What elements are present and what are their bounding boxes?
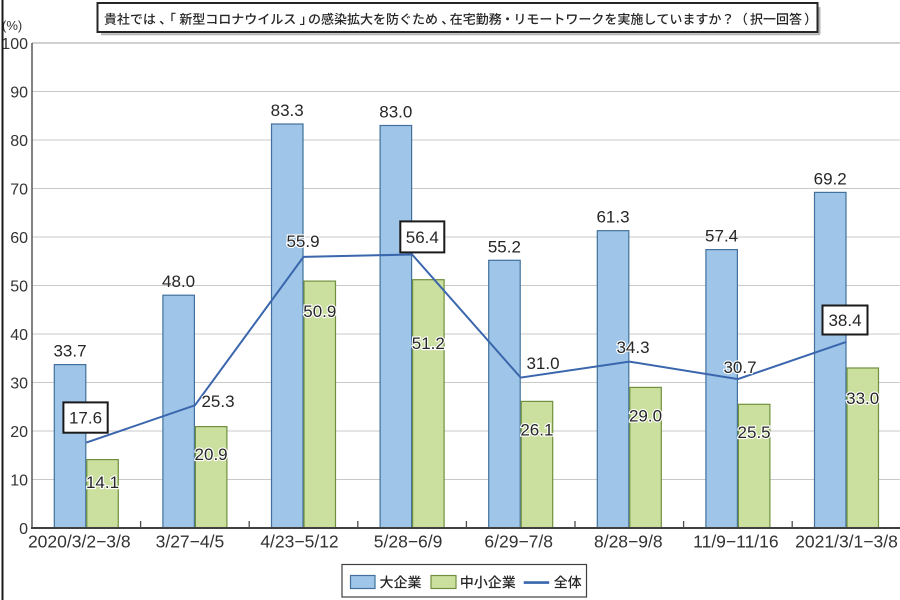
svg-text:83.3: 83.3 (271, 101, 304, 120)
svg-text:6/29−7/8: 6/29−7/8 (484, 532, 553, 552)
svg-text:57.4: 57.4 (705, 227, 738, 246)
svg-text:60: 60 (10, 230, 28, 247)
svg-text:25.3: 25.3 (201, 392, 234, 411)
svg-text:55.9: 55.9 (286, 232, 319, 251)
svg-text:31.0: 31.0 (526, 354, 559, 373)
svg-text:69.2: 69.2 (814, 169, 847, 188)
svg-text:34.3: 34.3 (616, 338, 649, 357)
svg-text:56.4: 56.4 (406, 228, 439, 247)
svg-text:70: 70 (10, 182, 28, 199)
svg-text:83.0: 83.0 (379, 103, 412, 122)
svg-text:80: 80 (10, 133, 28, 150)
svg-text:14.1: 14.1 (86, 473, 119, 492)
svg-text:30.7: 30.7 (723, 358, 756, 377)
svg-text:8/28−9/8: 8/28−9/8 (594, 532, 663, 552)
svg-text:20.9: 20.9 (195, 445, 228, 464)
svg-text:5/28−6/9: 5/28−6/9 (374, 532, 443, 552)
svg-text:3/27−4/5: 3/27−4/5 (156, 532, 225, 552)
svg-text:90: 90 (10, 85, 28, 102)
svg-text:51.2: 51.2 (412, 334, 445, 353)
svg-text:30: 30 (10, 376, 28, 393)
svg-text:2021/3/1−3/8: 2021/3/1−3/8 (795, 532, 898, 552)
svg-text:51.2: 51.2 (412, 334, 445, 353)
svg-text:20.9: 20.9 (195, 445, 228, 464)
svg-text:20: 20 (10, 424, 28, 441)
svg-text:14.1: 14.1 (86, 473, 119, 492)
svg-text:40: 40 (10, 327, 28, 344)
svg-text:33.0: 33.0 (846, 389, 879, 408)
svg-text:50.9: 50.9 (303, 302, 336, 321)
svg-text:30.7: 30.7 (723, 358, 756, 377)
svg-text:25.3: 25.3 (201, 392, 234, 411)
svg-text:17.6: 17.6 (69, 409, 102, 428)
svg-text:34.3: 34.3 (616, 338, 649, 357)
svg-text:55.9: 55.9 (286, 232, 319, 251)
svg-text:50.9: 50.9 (303, 302, 336, 321)
svg-text:29.0: 29.0 (629, 407, 662, 426)
svg-text:38.4: 38.4 (828, 311, 861, 330)
svg-text:29.0: 29.0 (629, 407, 662, 426)
svg-text:(%): (%) (2, 18, 22, 33)
svg-text:25.5: 25.5 (738, 423, 771, 442)
svg-text:26.1: 26.1 (520, 421, 553, 440)
svg-text:61.3: 61.3 (596, 208, 629, 227)
svg-text:48.0: 48.0 (162, 272, 195, 291)
svg-text:25.5: 25.5 (738, 423, 771, 442)
svg-text:0: 0 (19, 521, 28, 538)
svg-text:10: 10 (10, 473, 28, 490)
svg-text:2020/3/2−3/8: 2020/3/2−3/8 (28, 532, 131, 552)
svg-text:33.7: 33.7 (53, 342, 86, 361)
svg-text:100: 100 (1, 36, 28, 53)
svg-text:50: 50 (10, 279, 28, 296)
svg-text:31.0: 31.0 (526, 354, 559, 373)
svg-text:4/23−5/12: 4/23−5/12 (260, 532, 338, 552)
svg-text:55.2: 55.2 (488, 237, 521, 256)
svg-text:26.1: 26.1 (520, 421, 553, 440)
svg-text:33.0: 33.0 (846, 389, 879, 408)
svg-text:11/9−11/16: 11/9−11/16 (693, 532, 778, 552)
